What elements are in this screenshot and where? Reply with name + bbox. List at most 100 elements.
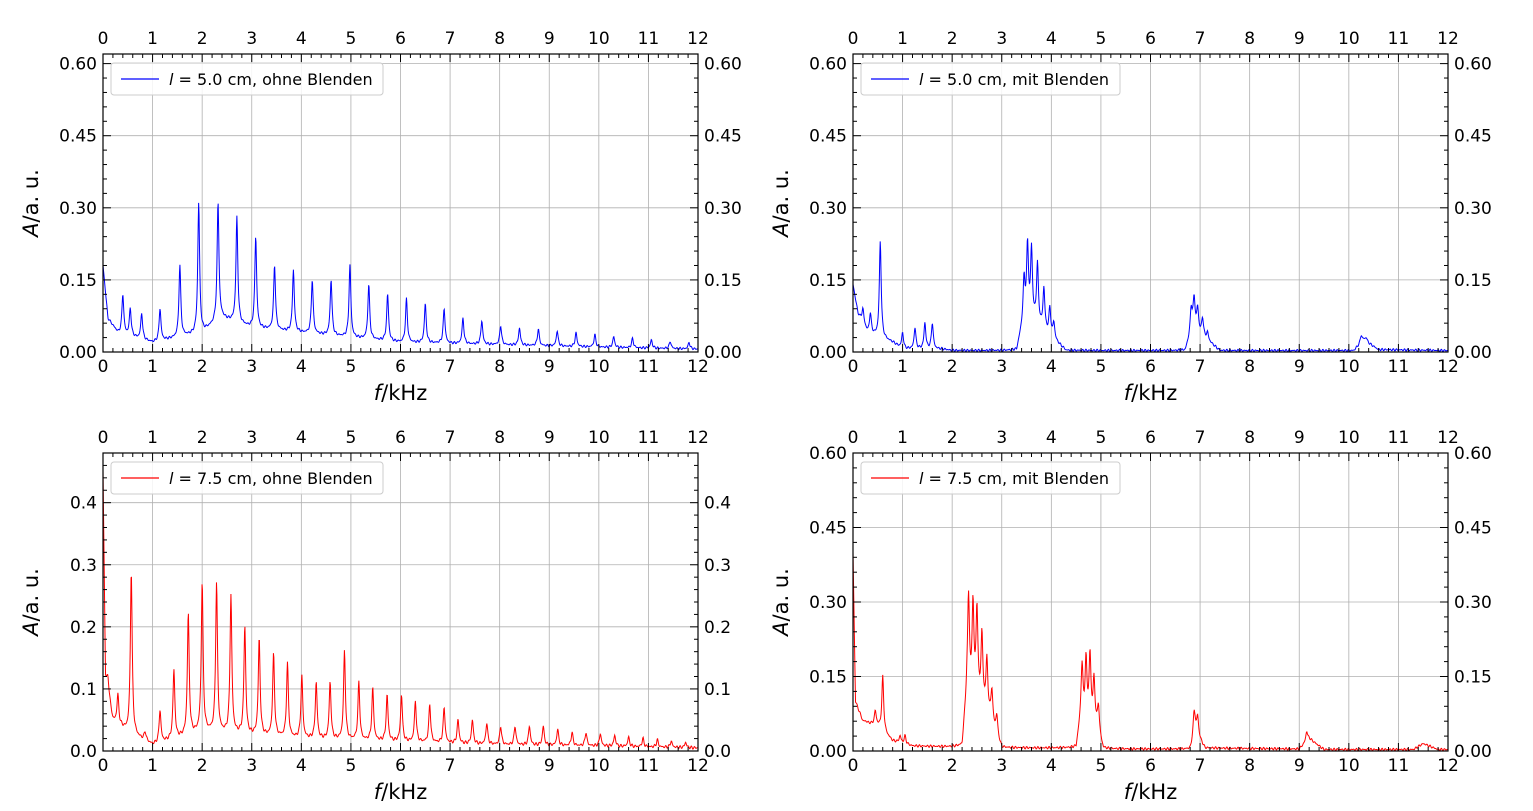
- y-tick-label: 0.60: [59, 55, 97, 75]
- x-tick-label: 11: [638, 357, 660, 377]
- x-tick-label-top: 2: [197, 29, 208, 49]
- y-axis-label-unit: /a. u.: [19, 169, 43, 222]
- x-tick-label-top: 12: [687, 428, 709, 448]
- y-tick-label: 0.60: [809, 444, 847, 464]
- x-tick-label-top: 4: [296, 428, 307, 448]
- x-tick-label-top: 1: [897, 428, 908, 448]
- y-tick-label-right: 0.2: [704, 618, 731, 638]
- x-tick-label-top: 7: [445, 428, 456, 448]
- x-axis-label-unit: /kHz: [381, 780, 427, 804]
- x-tick-label-top: 9: [1294, 428, 1305, 448]
- y-tick-label: 0.1: [70, 680, 97, 700]
- x-tick-label-top: 2: [947, 29, 958, 49]
- x-tick-label-top: 4: [1046, 29, 1057, 49]
- x-tick-label: 1: [897, 756, 908, 776]
- x-tick-label: 11: [1388, 756, 1410, 776]
- x-tick-label: 9: [1294, 357, 1305, 377]
- legend-entry: l = 7.5 cm, ohne Blenden: [169, 469, 373, 488]
- x-tick-label: 1: [147, 357, 158, 377]
- y-axis-label-unit: /a. u.: [19, 568, 43, 621]
- x-tick-label: 12: [1437, 756, 1459, 776]
- x-tick-label-top: 1: [147, 29, 158, 49]
- x-tick-label: 11: [1388, 357, 1410, 377]
- legend-variable: l: [919, 469, 924, 488]
- x-tick-label: 12: [687, 756, 709, 776]
- x-tick-label: 8: [494, 357, 505, 377]
- y-axis-label: A/a. u.: [769, 169, 793, 239]
- legend-text-rest: = 5.0 cm, ohne Blenden: [173, 70, 372, 89]
- y-tick-label: 0.00: [809, 742, 847, 762]
- x-tick-label: 2: [197, 756, 208, 776]
- legend-box: [110, 461, 384, 495]
- x-axis-label-variable: f: [374, 780, 385, 804]
- x-tick-label-top: 11: [1388, 428, 1410, 448]
- legend-entry: l = 5.0 cm, mit Blenden: [919, 70, 1109, 89]
- y-tick-label-right: 0.45: [704, 127, 742, 147]
- x-tick-label: 3: [246, 756, 257, 776]
- y-tick-label: 0.30: [809, 593, 847, 613]
- x-tick-label: 6: [1145, 756, 1156, 776]
- ticks: [852, 54, 1449, 353]
- y-tick-label-right: 0.00: [704, 343, 742, 363]
- y-tick-label-right: 0.00: [1454, 343, 1492, 363]
- y-tick-label: 0.0: [70, 742, 97, 762]
- x-tick-label-top: 5: [346, 428, 357, 448]
- x-tick-label: 5: [346, 756, 357, 776]
- x-axis-label: f/kHz: [1124, 381, 1177, 405]
- x-tick-label: 0: [848, 756, 859, 776]
- y-axis-label-variable: A: [19, 222, 43, 238]
- legend-entry: l = 7.5 cm, mit Blenden: [919, 469, 1109, 488]
- x-tick-label-top: 11: [1388, 29, 1410, 49]
- y-tick-label: 0.00: [59, 343, 97, 363]
- x-tick-label-top: 11: [638, 428, 660, 448]
- y-tick-label: 0.2: [70, 618, 97, 638]
- ticks: [102, 452, 699, 752]
- x-tick-label-top: 3: [246, 29, 257, 49]
- y-tick-label: 0.15: [809, 668, 847, 688]
- y-tick-label: 0.15: [809, 271, 847, 291]
- x-tick-label-top: 9: [544, 428, 555, 448]
- y-axis-label-variable: A: [769, 621, 793, 637]
- legend-box: [110, 62, 384, 96]
- x-tick-label: 0: [848, 357, 859, 377]
- x-tick-label: 4: [1046, 756, 1057, 776]
- legend: l = 7.5 cm, mit Blenden: [860, 461, 1121, 495]
- legend-entry: l = 5.0 cm, ohne Blenden: [169, 70, 373, 89]
- x-axis-label-variable: f: [1124, 780, 1135, 804]
- x-tick-label: 5: [1096, 357, 1107, 377]
- x-axis-label-unit: /kHz: [381, 381, 427, 405]
- x-tick-label-top: 6: [395, 29, 406, 49]
- y-tick-label: 0.45: [809, 127, 847, 147]
- x-tick-label: 8: [494, 756, 505, 776]
- y-axis-label-unit: /a. u.: [769, 568, 793, 621]
- y-tick-label-right: 0.15: [1454, 271, 1492, 291]
- y-tick-label: 0.30: [809, 199, 847, 219]
- y-tick-label-right: 0.30: [1454, 199, 1492, 219]
- x-tick-label-top: 0: [98, 29, 109, 49]
- grid-lines: [852, 54, 1449, 353]
- x-tick-label-top: 10: [588, 428, 610, 448]
- x-tick-label-top: 8: [494, 29, 505, 49]
- x-tick-label-top: 2: [197, 428, 208, 448]
- ticks: [102, 54, 699, 353]
- x-tick-label-top: 0: [98, 428, 109, 448]
- y-tick-label: 0.45: [59, 127, 97, 147]
- x-tick-label-top: 5: [1096, 428, 1107, 448]
- legend: l = 7.5 cm, ohne Blenden: [110, 461, 384, 495]
- x-tick-label-top: 5: [1096, 29, 1107, 49]
- x-tick-label-top: 6: [1145, 29, 1156, 49]
- y-tick-label: 0.45: [809, 519, 847, 539]
- x-tick-label: 12: [687, 357, 709, 377]
- y-tick-label: 0.60: [809, 55, 847, 75]
- ticks: [852, 452, 1449, 752]
- x-tick-label-top: 3: [996, 428, 1007, 448]
- x-tick-label: 2: [947, 756, 958, 776]
- x-tick-label: 4: [296, 756, 307, 776]
- y-axis-label: A/a. u.: [769, 568, 793, 638]
- legend-text-rest: = 5.0 cm, mit Blenden: [923, 70, 1109, 89]
- y-axis-label: A/a. u.: [19, 568, 43, 638]
